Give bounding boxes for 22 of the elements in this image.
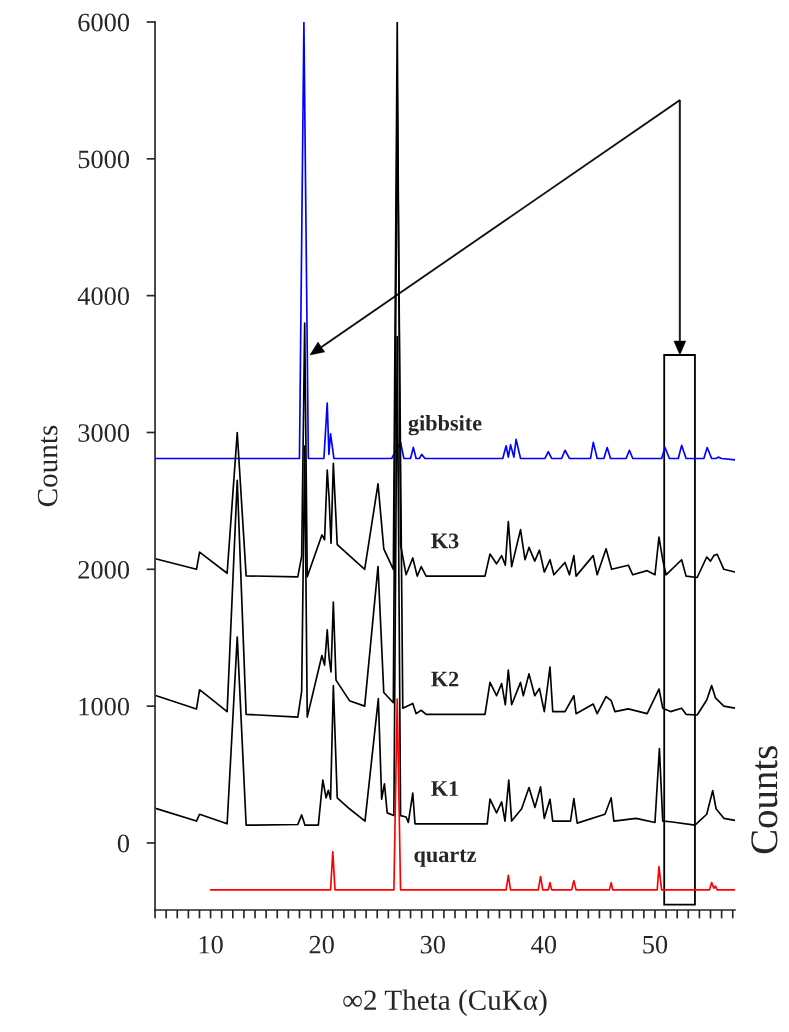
x-tick-label: 50: [643, 935, 668, 954]
x-tick-label: 30: [420, 935, 445, 954]
y-tick-label: 6000: [78, 13, 130, 32]
y-tick-label: 4000: [77, 287, 130, 306]
series-label: K2: [431, 671, 459, 687]
x-tick-label: 10: [199, 935, 223, 954]
series-label: gibbsite: [408, 414, 482, 436]
series-label: K3: [431, 533, 459, 549]
x-tick-label: 40: [531, 935, 557, 954]
x-tick-label: 20: [309, 935, 334, 954]
y-tick-label: 0: [117, 834, 130, 853]
y-tick-label: 3000: [78, 424, 130, 442]
line-series: [209, 698, 735, 891]
line-series: [155, 21, 735, 461]
text: Counts: [751, 746, 778, 854]
series-label: quartz: [414, 849, 476, 867]
y-tick-label: 1000: [79, 697, 130, 716]
y-axis-title: Counts: [37, 425, 58, 507]
y-tick-label: 5000: [78, 150, 130, 169]
x-axis-title: ∞2 Theta (CuKα): [343, 989, 547, 1016]
y-tick-label: 2000: [78, 560, 130, 579]
series-label: K1: [431, 781, 459, 796]
